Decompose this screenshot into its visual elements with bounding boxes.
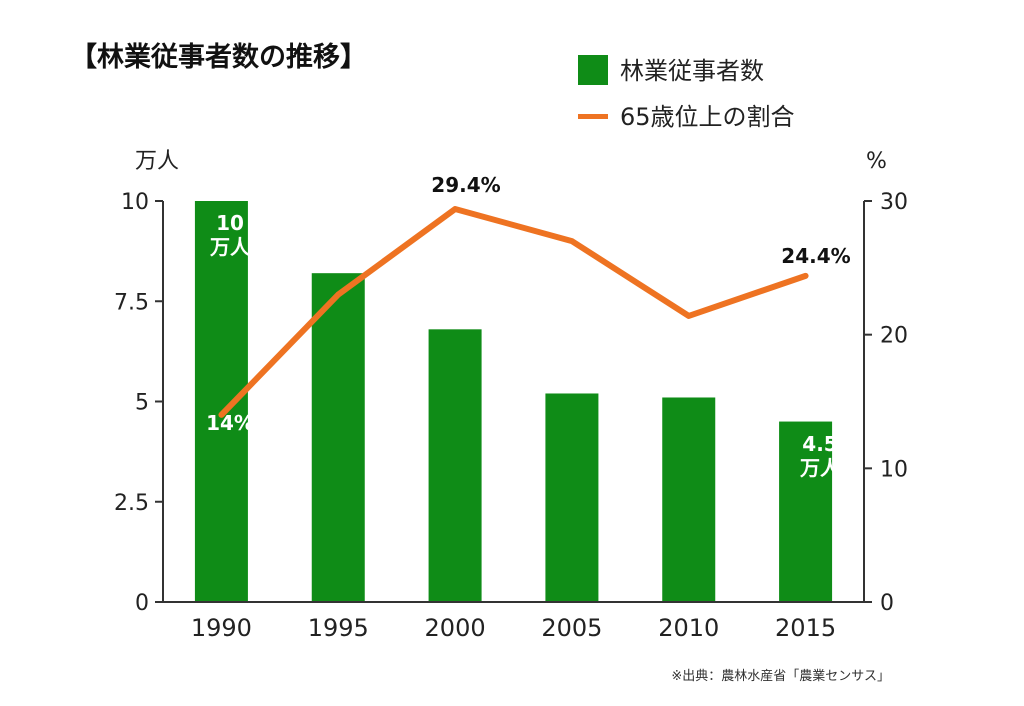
bar-label-1990-unit: 万人 [209, 235, 251, 259]
bar-label-1990-value: 10 [216, 211, 244, 235]
left-tick-label-3: 7.5 [114, 290, 149, 315]
line-label-2000: 29.4% [431, 173, 500, 197]
left-tick-label-0: 0 [135, 591, 149, 616]
left-axis-ticks: 0 2.5 5 7.5 10 [114, 190, 163, 616]
right-tick-label-0: 0 [880, 591, 894, 616]
legend-swatch-elderly-ratio [578, 114, 608, 119]
line-label-2015: 24.4% [781, 244, 850, 268]
x-label-1990: 1990 [191, 614, 252, 642]
bar-1990 [194, 201, 248, 602]
x-axis-labels: 1990 1995 2000 2005 2010 2015 [191, 614, 836, 642]
legend-label-elderly-ratio: 65歳位上の割合 [620, 103, 795, 131]
legend-label-workers: 林業従事者数 [620, 57, 764, 85]
left-axis-unit: 万人 [135, 149, 179, 174]
legend-swatch-workers [578, 55, 608, 85]
x-label-2010: 2010 [658, 614, 719, 642]
right-axis-ticks: 0 10 20 30 [864, 190, 908, 616]
line-label-1990: 14% [206, 411, 254, 435]
bar-label-2015-unit: 万人 [799, 456, 841, 480]
bar-series [194, 201, 833, 602]
x-label-2000: 2000 [425, 614, 486, 642]
right-axis-unit: % [866, 149, 887, 174]
right-tick-label-3: 30 [880, 190, 908, 215]
source-note: ※出典：農林水産省「農業センサス」 [671, 668, 890, 684]
x-label-2005: 2005 [541, 614, 602, 642]
right-tick-label-2: 20 [880, 324, 908, 349]
chart-title: 【林業従事者数の推移】 [70, 42, 367, 73]
legend: 林業従事者数 65歳位上の割合 [578, 55, 795, 131]
bar-2015 [779, 421, 833, 602]
x-label-1995: 1995 [308, 614, 369, 642]
line-series-elderly-ratio [218, 206, 809, 418]
bar-1995 [311, 273, 365, 602]
right-tick-label-1: 10 [880, 457, 908, 482]
left-tick-label-1: 2.5 [114, 491, 149, 516]
bar-2000 [428, 329, 482, 602]
left-tick-label-4: 10 [121, 190, 149, 215]
left-tick-label-2: 5 [135, 391, 149, 416]
bar-label-2015-value: 4.5 [802, 432, 837, 456]
bar-2010 [662, 397, 716, 602]
bar-2005 [545, 393, 599, 602]
x-label-2015: 2015 [775, 614, 836, 642]
